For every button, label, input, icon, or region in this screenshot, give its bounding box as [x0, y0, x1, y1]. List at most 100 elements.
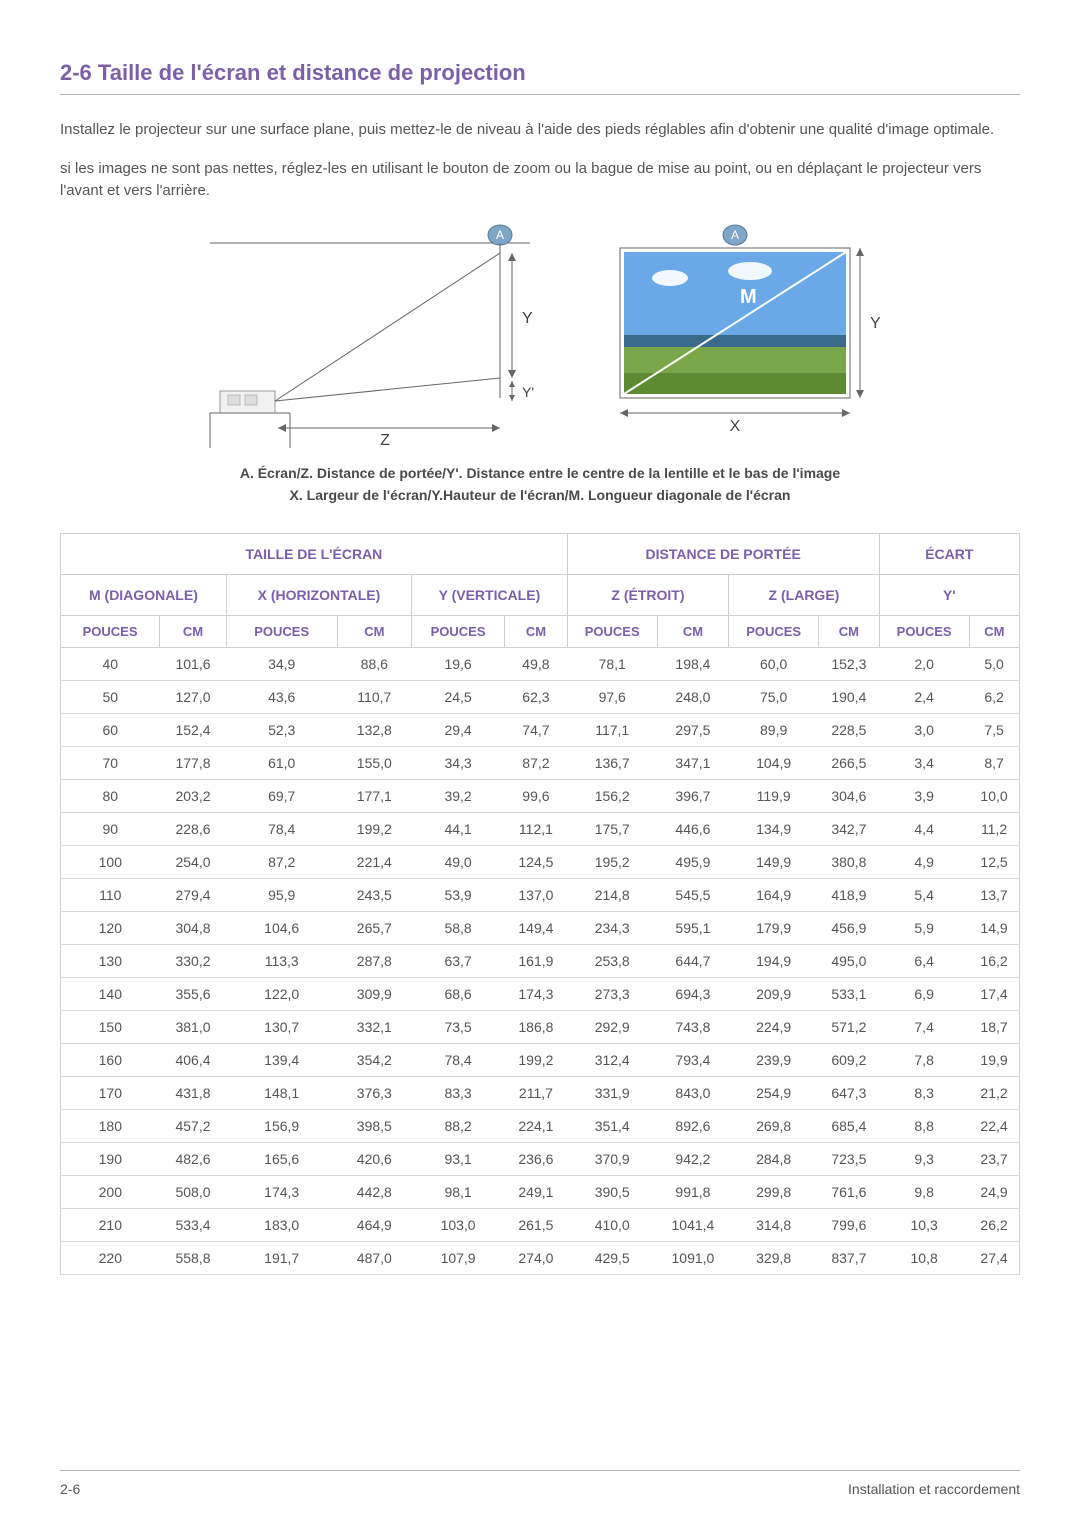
table-cell: 40	[61, 647, 160, 680]
table-cell: 228,5	[819, 713, 880, 746]
table-row: 70177,861,0155,034,387,2136,7347,1104,92…	[61, 746, 1020, 779]
table-cell: 381,0	[160, 1010, 227, 1043]
th-cm: CM	[337, 615, 412, 647]
svg-text:Z: Z	[380, 432, 390, 449]
table-cell: 27,4	[969, 1241, 1019, 1274]
table-cell: 508,0	[160, 1175, 227, 1208]
table-cell: 58,8	[412, 911, 505, 944]
th-zn: Z (ÉTROIT)	[567, 574, 728, 615]
th-pouces: POUCES	[412, 615, 505, 647]
table-cell: 253,8	[567, 944, 657, 977]
table-cell: 5,4	[879, 878, 969, 911]
table-cell: 228,6	[160, 812, 227, 845]
table-cell: 243,5	[337, 878, 412, 911]
table-cell: 120	[61, 911, 160, 944]
diagram-row: A Y Y' Z A	[60, 223, 1020, 453]
table-cell: 18,7	[969, 1010, 1019, 1043]
table-cell: 78,4	[226, 812, 337, 845]
table-cell: 195,2	[567, 845, 657, 878]
table-cell: 304,8	[160, 911, 227, 944]
table-cell: 68,6	[412, 977, 505, 1010]
table-cell: 19,9	[969, 1043, 1019, 1076]
table-cell: 29,4	[412, 713, 505, 746]
table-cell: 723,5	[819, 1142, 880, 1175]
table-cell: 107,9	[412, 1241, 505, 1274]
table-cell: 137,0	[505, 878, 568, 911]
table-cell: 799,6	[819, 1208, 880, 1241]
table-cell: 13,7	[969, 878, 1019, 911]
table-cell: 80	[61, 779, 160, 812]
table-cell: 406,4	[160, 1043, 227, 1076]
table-cell: 431,8	[160, 1076, 227, 1109]
table-cell: 398,5	[337, 1109, 412, 1142]
projection-table: TAILLE DE L'ÉCRAN DISTANCE DE PORTÉE ÉCA…	[60, 533, 1020, 1275]
footer-right: Installation et raccordement	[848, 1481, 1020, 1497]
table-cell: 104,6	[226, 911, 337, 944]
table-cell: 99,6	[505, 779, 568, 812]
table-cell: 175,7	[567, 812, 657, 845]
table-cell: 4,4	[879, 812, 969, 845]
table-cell: 8,7	[969, 746, 1019, 779]
table-cell: 273,3	[567, 977, 657, 1010]
table-cell: 495,0	[819, 944, 880, 977]
table-cell: 239,9	[729, 1043, 819, 1076]
table-cell: 60,0	[729, 647, 819, 680]
table-cell: 148,1	[226, 1076, 337, 1109]
table-cell: 100	[61, 845, 160, 878]
table-cell: 892,6	[657, 1109, 729, 1142]
th-cm: CM	[657, 615, 729, 647]
table-cell: 134,9	[729, 812, 819, 845]
svg-text:A: A	[731, 228, 739, 242]
table-cell: 446,6	[657, 812, 729, 845]
table-cell: 292,9	[567, 1010, 657, 1043]
table-cell: 113,3	[226, 944, 337, 977]
table-cell: 149,4	[505, 911, 568, 944]
table-cell: 53,9	[412, 878, 505, 911]
table-cell: 112,1	[505, 812, 568, 845]
table-cell: 236,6	[505, 1142, 568, 1175]
table-row: 150381,0130,7332,173,5186,8292,9743,8224…	[61, 1010, 1020, 1043]
table-cell: 19,6	[412, 647, 505, 680]
svg-text:A: A	[496, 228, 504, 242]
table-cell: 297,5	[657, 713, 729, 746]
table-row: 200508,0174,3442,898,1249,1390,5991,8299…	[61, 1175, 1020, 1208]
th-screen-size: TAILLE DE L'ÉCRAN	[61, 533, 568, 574]
table-cell: 117,1	[567, 713, 657, 746]
th-pouces: POUCES	[567, 615, 657, 647]
table-cell: 95,9	[226, 878, 337, 911]
table-cell: 62,3	[505, 680, 568, 713]
table-cell: 87,2	[226, 845, 337, 878]
table-cell: 200	[61, 1175, 160, 1208]
table-cell: 254,0	[160, 845, 227, 878]
table-cell: 177,1	[337, 779, 412, 812]
table-cell: 595,1	[657, 911, 729, 944]
table-cell: 177,8	[160, 746, 227, 779]
table-cell: 50	[61, 680, 160, 713]
table-cell: 17,4	[969, 977, 1019, 1010]
table-cell: 249,1	[505, 1175, 568, 1208]
th-cm: CM	[969, 615, 1019, 647]
table-cell: 429,5	[567, 1241, 657, 1274]
table-cell: 11,2	[969, 812, 1019, 845]
svg-text:Y: Y	[522, 310, 533, 327]
table-cell: 793,4	[657, 1043, 729, 1076]
paragraph-2: si les images ne sont pas nettes, réglez…	[60, 158, 1020, 203]
table-cell: 464,9	[337, 1208, 412, 1241]
table-cell: 312,4	[567, 1043, 657, 1076]
table-cell: 330,2	[160, 944, 227, 977]
table-cell: 23,7	[969, 1142, 1019, 1175]
table-cell: 130	[61, 944, 160, 977]
th-distance: DISTANCE DE PORTÉE	[567, 533, 879, 574]
table-cell: 487,0	[337, 1241, 412, 1274]
table-cell: 164,9	[729, 878, 819, 911]
table-cell: 482,6	[160, 1142, 227, 1175]
table-cell: 10,0	[969, 779, 1019, 812]
table-row: 210533,4183,0464,9103,0261,5410,01041,43…	[61, 1208, 1020, 1241]
table-cell: 418,9	[819, 878, 880, 911]
table-cell: 284,8	[729, 1142, 819, 1175]
table-cell: 104,9	[729, 746, 819, 779]
table-cell: 1091,0	[657, 1241, 729, 1274]
table-cell: 52,3	[226, 713, 337, 746]
table-cell: 342,7	[819, 812, 880, 845]
table-cell: 351,4	[567, 1109, 657, 1142]
